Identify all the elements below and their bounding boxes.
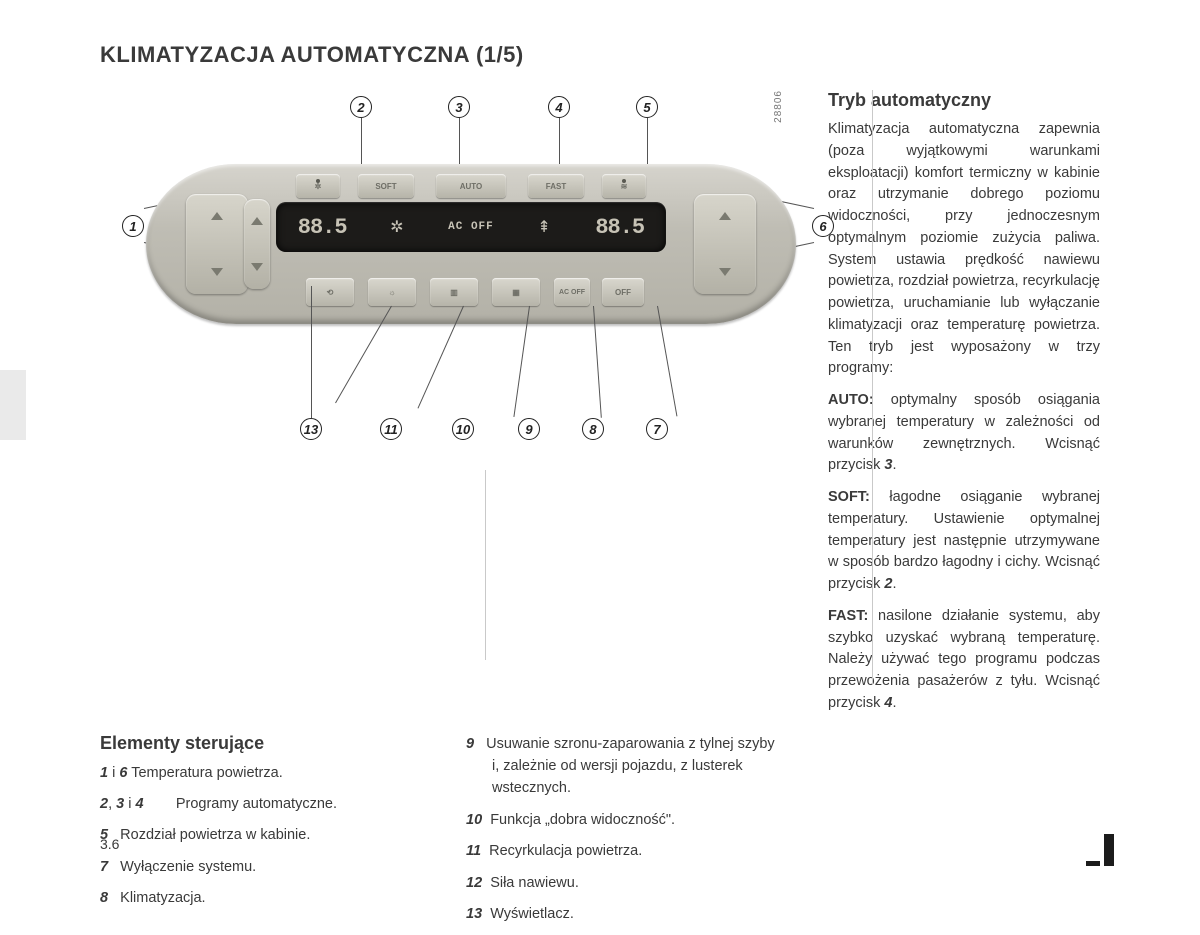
right-column: Tryb automatyczny Klimatyzacja automatyc… [800, 90, 1100, 725]
list-item: 7 Wyłączenie systemu. [100, 856, 426, 878]
callout-9: 9 [518, 418, 540, 440]
page-number: 3.6 [100, 836, 119, 852]
right-temp-rocker[interactable] [694, 194, 756, 294]
fan-icon-button[interactable]: ✲ [296, 174, 340, 198]
recirc-icon: ⟲ [327, 288, 334, 297]
airflow-button[interactable]: ≋ [602, 174, 646, 198]
callout-4: 4 [548, 96, 570, 118]
visibility-button[interactable]: ☼ [368, 278, 416, 306]
mode-label: FAST: [828, 608, 868, 624]
fan-rocker[interactable] [244, 199, 270, 289]
callout-2: 2 [350, 96, 372, 118]
mode-auto: AUTO: optymalny sposób osiągania wybrane… [828, 390, 1100, 477]
mode-soft: SOFT: łagodne osiąganie wybranej tempera… [828, 487, 1100, 596]
list-item: 5 Rozdział powietrza w kabinie. [100, 824, 426, 846]
column-divider [872, 90, 873, 685]
list-item: 2, 3 i 4 Programy automatyczne. [100, 793, 426, 815]
rear-defrost-button[interactable]: ▦ [492, 278, 540, 306]
climate-panel: ✲ SOFT AUTO FAST ≋ 88.5 ✲ AC OFF ⇞ 88.5 … [146, 164, 796, 324]
climate-diagram: 28806 2 3 4 5 1 12 6 ✲ [100, 90, 800, 460]
mode-label: SOFT: [828, 489, 870, 505]
list-item: 12 Siła nawiewu. [466, 872, 778, 894]
fast-button[interactable]: FAST [528, 174, 584, 198]
callout-10: 10 [452, 418, 474, 440]
page: KLIMATYZACJA AUTOMATYCZNA (1/5) 28806 2 … [0, 0, 1200, 888]
right-heading: Tryb automatyczny [828, 90, 1100, 111]
list-item: 1 i 6 Temperatura powietrza. [100, 762, 426, 784]
mode-fast: FAST: nasilone działanie systemu, aby sz… [828, 606, 1100, 715]
corner-crop-marks [1086, 834, 1114, 866]
page-title: KLIMATYZACJA AUTOMATYCZNA (1/5) [100, 42, 1100, 68]
airflow-indicator-icon: ⇞ [537, 217, 551, 237]
column-divider [485, 470, 486, 660]
list-item: 9 Usuwanie szronu-zaparowania z tylnej s… [466, 733, 778, 800]
content-grid: 28806 2 3 4 5 1 12 6 ✲ [100, 90, 1100, 935]
mode-suffix: . [892, 576, 896, 592]
lcd-display: 88.5 ✲ AC OFF ⇞ 88.5 [276, 202, 666, 252]
left-temp-rocker[interactable] [186, 194, 248, 294]
middle-column: 9 Usuwanie szronu-zaparowania z tylnej s… [450, 725, 800, 935]
rear-defrost-icon: ▦ [512, 288, 520, 297]
list-item: 11 Recyrkulacja powietrza. [466, 840, 778, 862]
left-temp-readout: 88.5 [298, 215, 347, 240]
callout-6: 6 [812, 215, 834, 237]
list-item: 13 Wyświetlacz. [466, 903, 778, 925]
off-button[interactable]: OFF [602, 278, 644, 306]
callout-8: 8 [582, 418, 604, 440]
visibility-icon: ☼ [388, 288, 395, 297]
front-defrost-button[interactable]: ▥ [430, 278, 478, 306]
callout-3: 3 [448, 96, 470, 118]
right-temp-readout: 88.5 [595, 215, 644, 240]
callout-5: 5 [636, 96, 658, 118]
soft-button[interactable]: SOFT [358, 174, 414, 198]
left-column: Elementy sterujące 1 i 6 Temperatura pow… [100, 725, 450, 935]
ac-off-indicator: AC OFF [448, 221, 494, 233]
mode-suffix: . [892, 457, 896, 473]
photo-id: 28806 [773, 90, 784, 123]
callout-11: 11 [380, 418, 402, 440]
right-intro: Klimatyzacja automatyczna zapewnia (poza… [828, 119, 1100, 380]
list-item: 8 Klimatyzacja. [100, 887, 426, 909]
mode-suffix: . [892, 695, 896, 711]
callout-7: 7 [646, 418, 668, 440]
lead-line [311, 286, 312, 418]
front-defrost-icon: ▥ [450, 288, 458, 297]
ac-off-button[interactable]: AC OFF [554, 278, 590, 306]
list-item: 10 Funkcja „dobra widoczność". [466, 809, 778, 831]
recirc-button[interactable]: ⟲ [306, 278, 354, 306]
left-heading: Elementy sterujące [100, 733, 426, 754]
auto-button[interactable]: AUTO [436, 174, 506, 198]
fan-indicator-icon: ✲ [390, 217, 404, 237]
mode-text: nasilone działanie systemu, aby szybko u… [828, 608, 1100, 711]
callout-1: 1 [122, 215, 144, 237]
mode-label: AUTO: [828, 392, 874, 408]
callout-13: 13 [300, 418, 322, 440]
